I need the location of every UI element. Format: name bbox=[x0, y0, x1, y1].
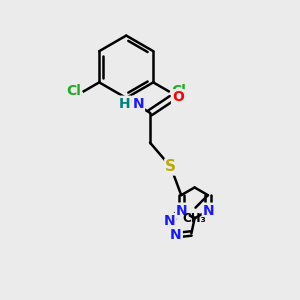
Text: Cl: Cl bbox=[172, 84, 187, 98]
Text: N: N bbox=[203, 204, 214, 218]
Text: N: N bbox=[176, 204, 188, 218]
Text: O: O bbox=[172, 90, 184, 104]
Text: S: S bbox=[165, 159, 176, 174]
Text: H: H bbox=[119, 97, 131, 111]
Text: CH₃: CH₃ bbox=[182, 212, 206, 225]
Text: N: N bbox=[170, 228, 182, 242]
Text: N: N bbox=[164, 214, 176, 228]
Text: Cl: Cl bbox=[66, 84, 81, 98]
Text: N: N bbox=[132, 97, 144, 111]
